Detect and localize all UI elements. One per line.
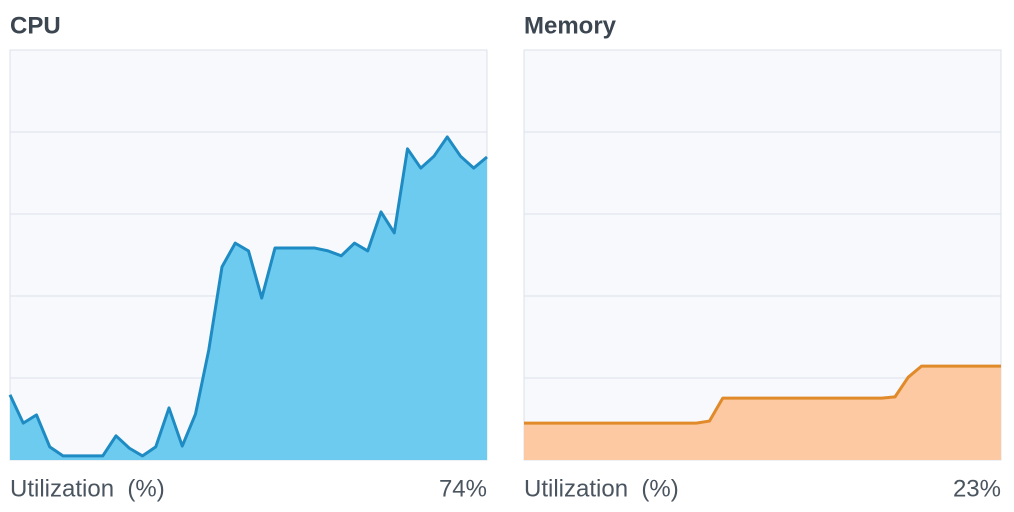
area-fill xyxy=(10,136,487,461)
current-value: 74% xyxy=(439,475,487,502)
panel-title: CPU xyxy=(10,12,61,39)
footer-label: Utilization (%) xyxy=(524,475,679,502)
area-line xyxy=(524,364,1001,425)
area-fill xyxy=(524,366,1001,460)
footer-label: Utilization (%) xyxy=(10,475,165,502)
panel-title: Memory xyxy=(524,12,617,39)
current-value: 23% xyxy=(953,475,1001,502)
area-line xyxy=(8,135,488,458)
